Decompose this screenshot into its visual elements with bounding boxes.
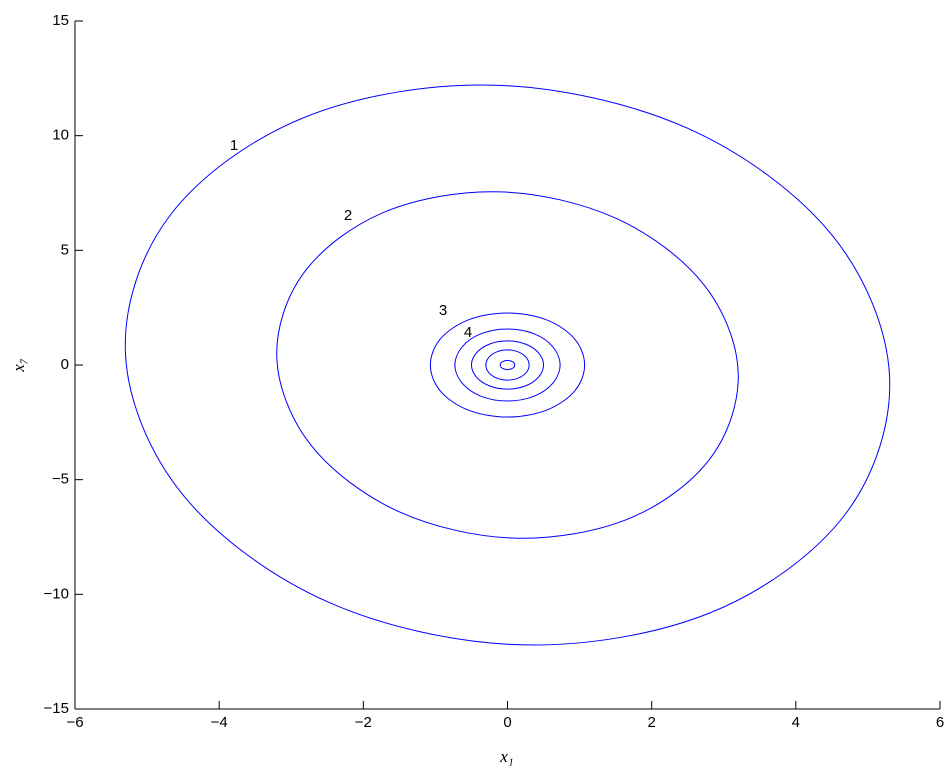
x-tick-label: −4	[211, 714, 228, 731]
orbit-label: 4	[464, 324, 472, 341]
x-tick-label: 4	[792, 714, 800, 731]
orbit	[454, 328, 561, 402]
x-axis-label: x₁	[499, 747, 513, 766]
y-tick-label: 10	[52, 127, 69, 144]
x-tick-label: −2	[355, 714, 372, 731]
x-tick-label: 6	[936, 714, 944, 731]
y-tick-label: 15	[52, 12, 69, 29]
y-tick-label: 0	[61, 356, 69, 373]
orbit	[429, 312, 586, 418]
y-tick-label: 5	[61, 241, 69, 258]
orbit-label: 1	[230, 137, 238, 154]
y-axis-label: x₇	[9, 358, 28, 373]
orbit	[470, 340, 545, 390]
y-tick-label: −5	[52, 471, 69, 488]
orbit-label: 3	[439, 302, 447, 319]
y-tick-label: −10	[44, 585, 69, 602]
orbit	[124, 84, 891, 646]
orbit	[485, 349, 530, 381]
orbit-label: 2	[344, 207, 352, 224]
orbit	[499, 359, 516, 371]
y-tick-label: −15	[44, 700, 69, 717]
x-tick-label: 0	[503, 714, 511, 731]
x-tick-label: 2	[647, 714, 655, 731]
x-tick-label: −6	[66, 714, 83, 731]
orbit	[276, 191, 739, 539]
